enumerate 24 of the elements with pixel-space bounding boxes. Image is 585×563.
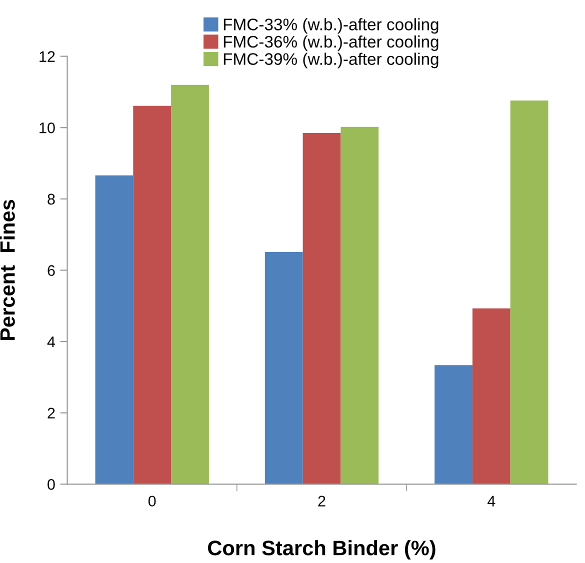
y-tick-label: 8 xyxy=(48,194,55,205)
bar xyxy=(264,252,303,484)
bar xyxy=(510,100,548,484)
bar xyxy=(472,308,510,484)
bar xyxy=(171,84,209,484)
y-tick-label: 6 xyxy=(48,265,55,276)
y-tick-label: 2 xyxy=(48,408,55,418)
legend-label: FMC-33% (w.b.)-after cooling xyxy=(224,18,438,34)
bar xyxy=(302,132,341,484)
x-axis-title: Corn Starch Binder (%) xyxy=(208,540,436,560)
bar xyxy=(340,126,379,484)
bar xyxy=(133,106,172,484)
bar xyxy=(95,175,134,484)
y-tick-label: 12 xyxy=(40,51,55,62)
legend-label: FMC-36% (w.b.)-after cooling xyxy=(224,35,438,51)
y-tick-label: 4 xyxy=(47,336,56,348)
y-tick-label: 0 xyxy=(48,479,55,490)
y-tick-label: 10 xyxy=(40,122,55,134)
x-tick-label: 4 xyxy=(488,496,496,506)
legend-label: FMC-39% (w.b.)-after cooling xyxy=(224,52,438,68)
x-tick-label: 0 xyxy=(148,496,156,507)
y-axis-title: Percent Fines xyxy=(0,200,15,340)
x-tick-label: 2 xyxy=(318,496,326,506)
bar xyxy=(434,365,472,484)
